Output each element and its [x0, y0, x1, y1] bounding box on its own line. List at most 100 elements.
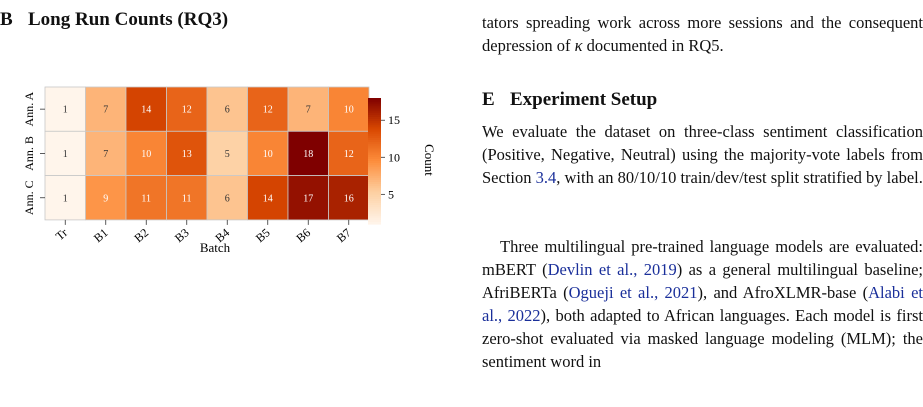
colorbar-segment	[368, 148, 381, 152]
heatmap-cell	[85, 175, 127, 221]
colorbar-segment	[368, 171, 381, 175]
cell-value-label: 12	[182, 105, 192, 116]
y-tick-label: Ann. B	[22, 136, 36, 171]
colorbar-tick-label: 5	[388, 187, 394, 201]
colorbar-segment	[368, 133, 381, 137]
heatmap-cell	[247, 86, 289, 132]
citation-ogueji-link[interactable]: Ogueji et al., 2021	[568, 283, 698, 302]
cell-value-label: 6	[225, 105, 230, 116]
heatmap-figure: 1 7 14 12 6 12 7 101 7 10 13 5 10 18 121 9 11 11 6 14 17 16An…	[22, 86, 437, 255]
heatmap-cell	[44, 86, 86, 132]
kappa-symbol: κ	[574, 36, 583, 55]
colorbar-segment	[368, 196, 381, 200]
cell-value-label: 10	[263, 149, 273, 160]
paragraph-models: Three multilingual pre-trained language …	[482, 235, 923, 373]
section-title: Long Run Counts (RQ3)	[28, 9, 229, 30]
colorbar-segment	[368, 190, 381, 194]
heatmap-cell	[85, 86, 127, 132]
colorbar-segment	[368, 188, 381, 191]
colorbar-segment	[368, 154, 381, 158]
paragraph-text: ), both adapted to African languages. Ea…	[482, 306, 923, 371]
colorbar-segment	[368, 175, 381, 179]
cell-value-label: 9	[103, 193, 108, 204]
colorbar-segment	[368, 131, 381, 135]
paragraph-text: , with an 80/10/10 train/dev/test split …	[556, 168, 923, 187]
x-tick-label: B6	[293, 225, 313, 245]
colorbar-tick-label: 15	[388, 113, 400, 127]
colorbar-segment	[368, 127, 381, 131]
colorbar-segment	[368, 217, 381, 221]
colorbar-segment	[368, 177, 381, 181]
paragraph-text: We evaluate the dataset on three-class s…	[482, 122, 923, 187]
colorbar-segment	[368, 179, 381, 183]
section-title: Experiment Setup	[510, 89, 658, 110]
colorbar-segment	[368, 112, 381, 116]
colorbar-segment	[368, 203, 381, 206]
colorbar-segment	[368, 140, 381, 143]
paragraph-text: Three multilingual pre-trained language …	[482, 237, 923, 279]
x-tick-label: Tr	[53, 225, 70, 243]
cell-value-label: 10	[141, 149, 151, 160]
x-tick-label: B4	[212, 225, 232, 245]
paragraph-text-tail: documented in RQ5.	[582, 36, 724, 55]
cell-value-label: 16	[344, 193, 354, 204]
colorbar-segment	[368, 121, 381, 124]
colorbar-segment	[368, 110, 381, 114]
cell-value-label: 1	[63, 149, 68, 160]
citation-alabi-link[interactable]: Alabi et al., 2022	[482, 283, 923, 325]
colorbar-segment	[368, 152, 381, 156]
cell-value-label: 1	[63, 193, 68, 204]
colorbar-segment	[368, 213, 381, 217]
cell-value-label: 17	[303, 193, 313, 204]
section-number: E	[482, 89, 495, 110]
colorbar-segment	[368, 182, 381, 185]
heatmap-cells	[44, 86, 370, 221]
x-tick-label: B2	[131, 225, 151, 245]
cell-value-label: 7	[103, 149, 108, 160]
heatmap-cell	[247, 175, 289, 221]
heatmap-cell	[166, 175, 208, 221]
heatmap-cell	[166, 130, 208, 177]
colorbar-segment	[368, 156, 381, 160]
colorbar-segment	[368, 137, 381, 141]
colorbar-tick-label: 10	[388, 150, 400, 164]
cell-value-label: 12	[263, 105, 273, 116]
colorbar-segment	[368, 192, 381, 196]
colorbar-segment	[368, 106, 381, 110]
section-reference-link[interactable]: 3.4	[535, 168, 557, 187]
colorbar-segment	[368, 158, 381, 162]
cell-value-label: 7	[103, 105, 108, 116]
colorbar-segment	[368, 116, 381, 120]
colorbar-segment	[368, 167, 381, 170]
colorbar-segment	[368, 144, 381, 147]
colorbar-segment	[368, 114, 381, 118]
x-tick-label: B5	[253, 225, 273, 245]
colorbar-segment	[368, 211, 381, 215]
paragraph-text: ), and AfroXLMR-base (	[697, 283, 869, 302]
colorbar-segment	[368, 150, 381, 154]
colorbar: 5 10 15	[368, 98, 400, 225]
colorbar-segment	[368, 184, 381, 187]
section-heading-e: E Experiment Setup	[482, 90, 657, 109]
colorbar-segment	[368, 123, 381, 126]
x-tick-label: B1	[91, 225, 111, 245]
colorbar-segment	[368, 221, 381, 225]
colorbar-segment	[368, 165, 381, 168]
cell-value-label: 13	[182, 149, 192, 160]
cell-value-label: 18	[303, 149, 313, 160]
cell-value-label: 5	[225, 149, 230, 160]
colorbar-segment	[368, 104, 381, 107]
y-tick-label: Ann. C	[22, 180, 36, 215]
citation-devlin-link[interactable]: Devlin et al., 2019	[547, 260, 677, 279]
cell-value-label: 14	[263, 193, 273, 204]
colorbar-segment	[368, 194, 381, 198]
x-tick-label: B7	[334, 225, 354, 245]
colorbar-segment	[368, 186, 381, 189]
colorbar-segment	[368, 119, 381, 122]
colorbar-segment	[368, 219, 381, 223]
cell-value-label: 7	[306, 105, 311, 116]
cell-value-label: 10	[344, 105, 354, 116]
colorbar-segment	[368, 129, 381, 133]
colorbar-segment	[368, 135, 381, 139]
colorbar-segment	[368, 163, 381, 166]
